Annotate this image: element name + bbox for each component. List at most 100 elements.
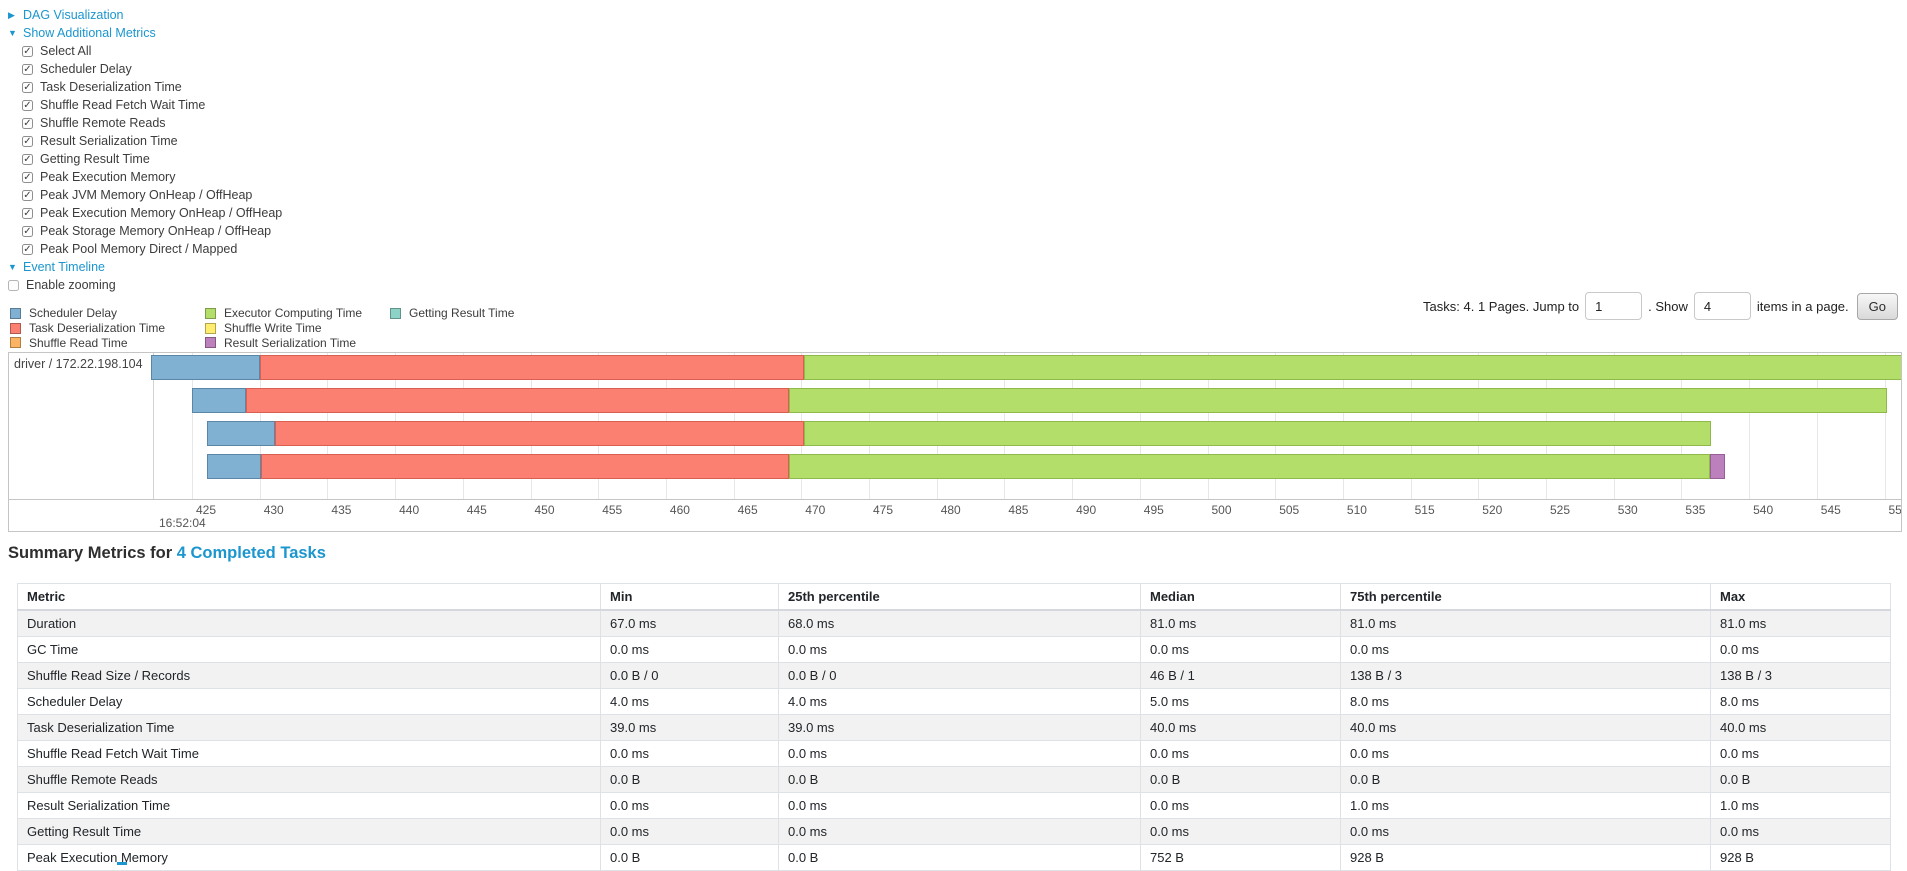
event-timeline-link[interactable]: ▼ Event Timeline: [8, 258, 282, 276]
jump-to-page-input[interactable]: [1585, 292, 1643, 320]
metric-cell: Shuffle Read Size / Records: [17, 662, 601, 689]
axis-tick-label: 455: [602, 503, 623, 517]
metric-cell: 928 B: [1340, 844, 1711, 871]
enable-zooming-row: Enable zooming: [8, 276, 282, 294]
metric-cell: Task Deserialization Time: [17, 714, 601, 741]
axis-date-label: 16:52:04: [159, 516, 206, 530]
task-bar-segment-scheduler-delay[interactable]: [151, 355, 260, 380]
metric-checkbox[interactable]: ✓: [22, 207, 33, 219]
metric-cell: 0.0 ms: [778, 636, 1141, 663]
metric-checkbox-row: ✓ Peak Execution Memory OnHeap / OffHeap: [22, 204, 282, 222]
axis-tick-label: 425: [196, 503, 217, 517]
metric-cell: 81.0 ms: [1140, 609, 1341, 637]
axis-tick-label: 485: [1008, 503, 1029, 517]
table-header-row: Metric Min 25th percentile Median 75th perce…: [17, 583, 1891, 611]
metric-cell: Getting Result Time: [17, 818, 601, 845]
completed-tasks-link[interactable]: 4 Completed Tasks: [176, 544, 326, 562]
metric-cell: 0.0 ms: [600, 636, 779, 663]
metric-header-cell: Metric: [17, 583, 601, 611]
metric-checkbox[interactable]: ✓: [22, 45, 33, 57]
metric-cell: 0.0 B: [600, 844, 779, 871]
task-bar-segment-task-deserialization[interactable]: [274, 421, 804, 446]
metric-cell: 8.0 ms: [1710, 688, 1891, 715]
metric-cell: Result Serialization Time: [17, 792, 601, 819]
legend-label: Result Serialization Time: [224, 335, 357, 350]
metric-header-cell: 25th percentile: [778, 583, 1141, 611]
timeline-gridline: [1816, 353, 1818, 499]
metric-cell: 0.0 B / 0: [600, 662, 779, 689]
go-button[interactable]: Go: [1856, 292, 1898, 320]
metric-checkbox-row: ✓ Shuffle Remote Reads: [22, 114, 282, 132]
metric-checkbox[interactable]: ✓: [22, 153, 33, 165]
metric-cell: 81.0 ms: [1340, 609, 1711, 637]
metric-cell: 68.0 ms: [778, 609, 1141, 637]
legend-item: Executor Computing Time: [205, 306, 390, 321]
task-bar-segment-scheduler-delay[interactable]: [192, 388, 247, 413]
metric-checkbox-row: ✓ Select All: [22, 42, 282, 60]
legend-label: Executor Computing Time: [224, 306, 363, 321]
metric-checkbox-label: Peak JVM Memory OnHeap / OffHeap: [40, 188, 253, 202]
metric-checkbox[interactable]: ✓: [22, 135, 33, 147]
axis-tick-label: 515: [1414, 503, 1435, 517]
metric-header-cell: Median: [1140, 583, 1341, 611]
metric-cell: 8.0 ms: [1340, 688, 1711, 715]
metric-checkbox-row: ✓ Getting Result Time: [22, 150, 282, 168]
metric-checkbox[interactable]: ✓: [22, 81, 33, 93]
table-row: Shuffle Remote Reads 0.0 B 0.0 B 0.0 B 0.0 B…: [17, 766, 1891, 793]
summary-title-text: Summary Metrics for: [8, 544, 177, 562]
legend-swatch: [205, 337, 216, 349]
table-row: Shuffle Read Fetch Wait Time 0.0 ms 0.0 ms…: [17, 740, 1891, 767]
task-bar-segment-scheduler-delay[interactable]: [206, 421, 275, 446]
metric-cell: 0.0 ms: [1140, 740, 1341, 767]
task-bar-segment-result-serialization[interactable]: [1709, 454, 1725, 479]
metric-cell: 0.0 ms: [778, 740, 1141, 767]
table-row: Shuffle Read Size / Records 0.0 B / 0 0.0 …: [17, 662, 1891, 689]
task-bar-segment-task-deserialization[interactable]: [246, 388, 790, 413]
event-timeline-label: Event Timeline: [23, 260, 105, 274]
legend-label: Getting Result Time: [409, 306, 515, 321]
table-row: Getting Result Time 0.0 ms 0.0 ms 0.0 ms 0.0…: [17, 818, 1891, 845]
stage-page-controls: ▶ DAG Visualization ▼ Show Additional Me…: [8, 6, 282, 294]
timeline-gridline: [192, 353, 193, 499]
metric-cell: 1.0 ms: [1710, 792, 1891, 819]
metric-checkbox[interactable]: ✓: [22, 225, 33, 237]
show-additional-metrics-link[interactable]: ▼ Show Additional Metrics: [8, 24, 282, 42]
task-bar-segment-executor-computing[interactable]: [804, 355, 1901, 380]
metric-cell: 39.0 ms: [600, 714, 779, 741]
metric-checkbox[interactable]: ✓: [22, 189, 33, 201]
metric-checkbox[interactable]: ✓: [22, 171, 33, 183]
metric-checkbox-label: Peak Execution Memory OnHeap / OffHeap: [40, 206, 283, 220]
axis-tick-label: 465: [737, 503, 758, 517]
show-count-input[interactable]: [1693, 292, 1751, 320]
metric-checkbox[interactable]: ✓: [22, 99, 33, 111]
legend-swatch: [10, 337, 21, 349]
metric-checkbox-row: ✓ Peak Execution Memory: [22, 168, 282, 186]
axis-tick-label: 460: [669, 503, 690, 517]
task-bar-segment-task-deserialization[interactable]: [259, 355, 804, 380]
metric-checkbox[interactable]: ✓: [22, 63, 33, 75]
metric-checkbox[interactable]: ✓: [22, 117, 33, 129]
metric-checkbox-label: Peak Storage Memory OnHeap / OffHeap: [40, 224, 272, 238]
task-bar-segment-executor-computing[interactable]: [789, 454, 1710, 479]
metric-cell: 40.0 ms: [1340, 714, 1711, 741]
axis-tick-label: 505: [1279, 503, 1300, 517]
metric-cell: 0.0 ms: [1710, 636, 1891, 663]
metric-cell: 1.0 ms: [1340, 792, 1711, 819]
metric-cell: 0.0 ms: [1340, 818, 1711, 845]
task-bar-segment-task-deserialization[interactable]: [261, 454, 790, 479]
task-bar-segment-scheduler-delay[interactable]: [206, 454, 262, 479]
enable-zooming-checkbox[interactable]: [8, 279, 19, 291]
metric-checkbox[interactable]: ✓: [22, 243, 33, 255]
metric-checkbox-row: ✓ Scheduler Delay: [22, 60, 282, 78]
summary-metrics-title: Summary Metrics for 4 Completed Tasks: [8, 544, 326, 563]
task-bar-segment-executor-computing[interactable]: [804, 421, 1712, 446]
axis-tick-label: 545: [1820, 503, 1841, 517]
metric-cell: 0.0 ms: [778, 792, 1141, 819]
axis-tick-label: 445: [466, 503, 487, 517]
legend-swatch: [205, 322, 216, 334]
dag-visualization-link[interactable]: ▶ DAG Visualization: [8, 6, 282, 24]
task-bar-segment-executor-computing[interactable]: [789, 388, 1888, 413]
metric-cell: 81.0 ms: [1710, 609, 1891, 637]
axis-tick-label: 435: [331, 503, 352, 517]
metric-cell: 0.0 B / 0: [778, 662, 1141, 689]
